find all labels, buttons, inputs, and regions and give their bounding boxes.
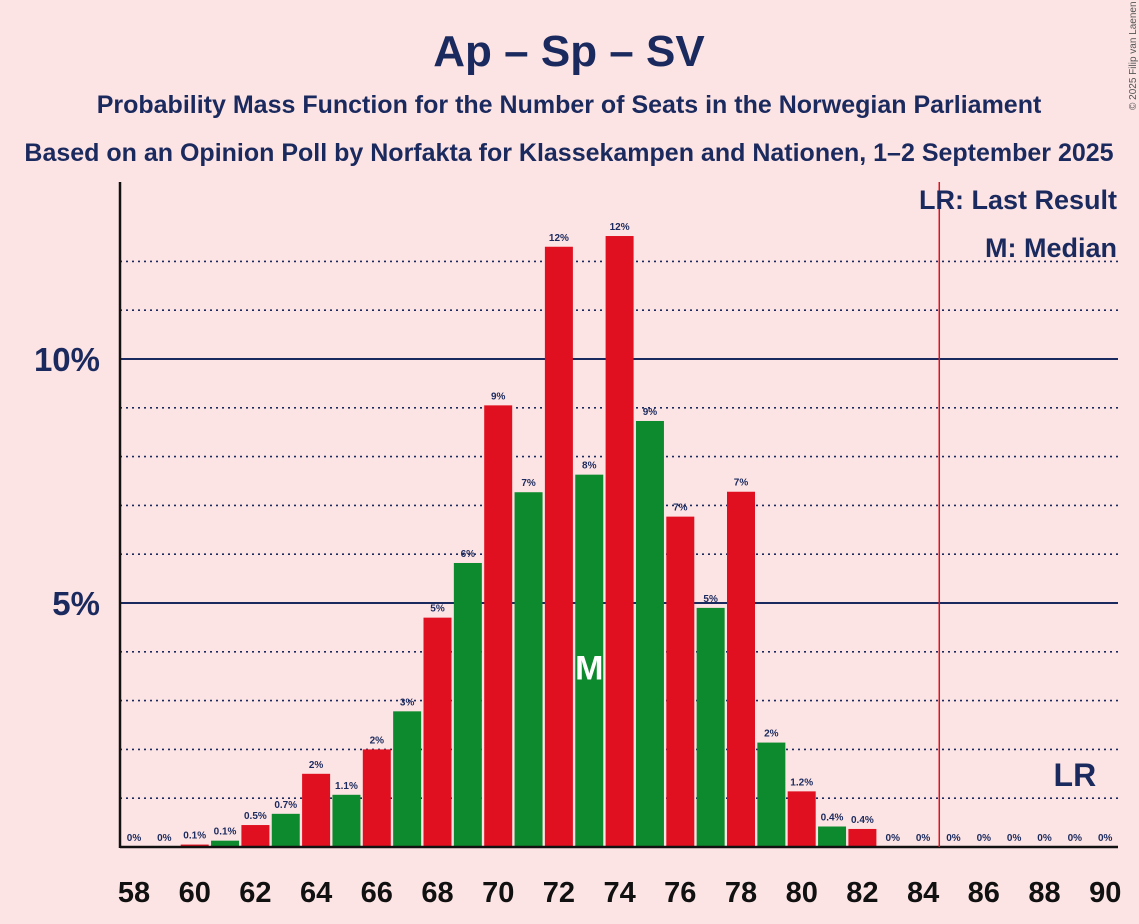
bar-label-seat-69: 6%: [461, 549, 476, 560]
bar-seat-81: [818, 826, 847, 847]
bar-label-seat-72: 12%: [549, 233, 569, 244]
bar-label-seat-75: 9%: [643, 407, 658, 418]
x-tick-label: 78: [725, 877, 757, 909]
chart-subtitle-poll: Based on an Opinion Poll by Norfakta for…: [24, 139, 1113, 167]
bar-seat-62: [241, 825, 270, 847]
x-tick-label: 88: [1028, 877, 1060, 909]
bar-seat-64: [302, 773, 331, 847]
bar-label-seat-83: 0%: [886, 833, 901, 844]
bar-seat-74: [605, 236, 634, 848]
bar-label-seat-82: 0.4%: [851, 815, 874, 826]
bar-seat-65: [332, 794, 361, 847]
bar-label-seat-81: 0.4%: [821, 813, 844, 824]
markers: M LR: [575, 182, 1096, 847]
x-tick-label: 70: [482, 877, 514, 909]
x-axis-ticks: 58 60 62 64 66 68 70 72 74 76 78 80 82 84 86 88 90: [118, 877, 1121, 909]
bar-seat-73: [575, 474, 604, 847]
bar-label-seat-61: 0.1%: [214, 827, 237, 838]
bar-label-seat-74: 12%: [610, 222, 630, 233]
bar-label-seat-77: 5%: [703, 594, 718, 605]
bar-label-seat-84: 0%: [916, 833, 931, 844]
bar-seat-69: [453, 562, 482, 847]
bar-label-seat-90: 0%: [1098, 833, 1113, 844]
bar-label-seat-65: 1.1%: [335, 781, 358, 792]
x-tick-label: 68: [421, 877, 453, 909]
x-tick-label: 64: [300, 877, 332, 909]
bar-label-seat-67: 3%: [400, 697, 415, 708]
bar-label-seat-70: 9%: [491, 391, 506, 402]
bar-label-seat-63: 0.7%: [274, 800, 297, 811]
bar-label-seat-78: 7%: [734, 478, 749, 489]
bar-label-seat-64: 2%: [309, 760, 324, 771]
bar-label-seat-79: 2%: [764, 729, 779, 740]
bar-label-seat-80: 1.2%: [790, 777, 813, 788]
x-tick-label: 76: [664, 877, 696, 909]
chart-title: Ap – Sp – SV: [433, 27, 705, 76]
bar-seat-80: [787, 791, 816, 847]
bar-label-seat-87: 0%: [1007, 833, 1022, 844]
y-tick-label: 10%: [34, 341, 100, 378]
x-tick-label: 80: [786, 877, 818, 909]
x-tick-label: 62: [239, 877, 271, 909]
bar-label-seat-62: 0.5%: [244, 811, 267, 822]
x-tick-label: 86: [968, 877, 1000, 909]
x-tick-label: 60: [179, 877, 211, 909]
bar-label-seat-89: 0%: [1068, 833, 1083, 844]
bar-label-seat-58: 0%: [127, 833, 142, 844]
bar-seat-61: [211, 840, 240, 847]
bars: [180, 236, 877, 848]
bar-seat-72: [544, 246, 573, 847]
y-tick-label: 5%: [52, 585, 100, 622]
x-tick-label: 82: [846, 877, 878, 909]
bar-label-seat-73: 8%: [582, 461, 597, 472]
bar-seat-66: [362, 749, 391, 847]
bar-label-seat-60: 0.1%: [183, 831, 206, 842]
bar-seat-75: [635, 420, 664, 847]
x-tick-label: 66: [361, 877, 393, 909]
bar-seat-77: [696, 607, 725, 847]
median-marker: M: [575, 650, 603, 688]
bar-label-seat-68: 5%: [430, 604, 445, 615]
bar-label-seat-86: 0%: [977, 833, 992, 844]
bar-label-seat-76: 7%: [673, 503, 688, 514]
bar-seat-82: [848, 828, 877, 847]
bar-seat-76: [666, 516, 695, 847]
last-result-marker: LR: [1054, 757, 1097, 793]
bar-seat-63: [271, 813, 300, 847]
bar-label-seat-85: 0%: [946, 833, 961, 844]
bar-label-seat-66: 2%: [370, 735, 385, 746]
bar-label-seat-59: 0%: [157, 833, 172, 844]
bar-seat-78: [727, 491, 755, 847]
legend-median: M: Median: [985, 233, 1117, 263]
x-tick-label: 74: [603, 877, 635, 909]
bar-label-seat-88: 0%: [1037, 833, 1052, 844]
x-tick-label: 58: [118, 877, 150, 909]
x-tick-label: 72: [543, 877, 575, 909]
bar-seat-67: [393, 711, 422, 847]
bar-seat-68: [423, 617, 452, 847]
bar-label-seat-71: 7%: [521, 478, 536, 489]
x-tick-label: 90: [1089, 877, 1121, 909]
copyright-note: © 2025 Filip van Laenen: [1128, 1, 1139, 110]
y-axis-ticks: 5% 10%: [34, 341, 100, 622]
bar-seat-70: [484, 405, 513, 847]
chart-subtitle: Probability Mass Function for the Number…: [97, 91, 1042, 119]
axes: [118, 182, 1118, 849]
bar-seat-79: [757, 742, 786, 847]
x-tick-label: 84: [907, 877, 939, 909]
data-labels: 0% 0% 0.1% 0.1% 0.5% 0.7% 2% 1.1% 2% 3% 5% 6% 9% 7% 12…: [127, 222, 1113, 844]
legend-last-result: LR: Last Result: [919, 185, 1117, 215]
bar-seat-71: [514, 492, 543, 847]
